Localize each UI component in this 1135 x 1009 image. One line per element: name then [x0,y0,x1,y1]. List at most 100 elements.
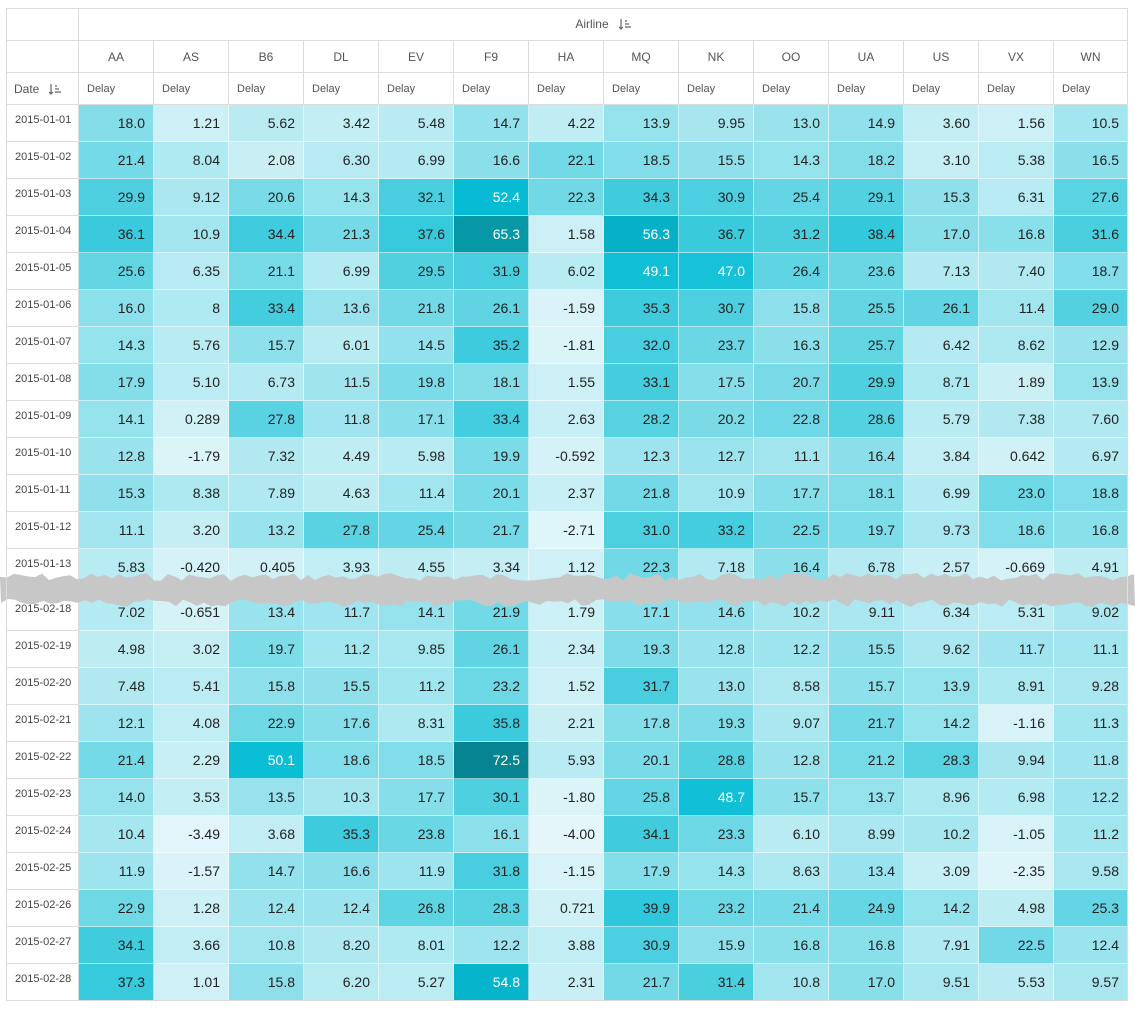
heat-cell: 20.1 [454,475,529,512]
heat-cell: 21.7 [454,512,529,549]
heat-cell: 21.1 [229,253,304,290]
heat-cell: 12.1 [79,705,154,742]
heat-cell: -1.57 [154,853,229,890]
column-header-f9[interactable]: F9 [454,41,529,73]
column-header-vx[interactable]: VX [979,41,1054,73]
heat-cell: 31.2 [754,216,829,253]
heat-cell: 25.8 [604,779,679,816]
column-header-ha[interactable]: HA [529,41,604,73]
heat-cell: 13.9 [604,105,679,142]
heat-cell: 12.3 [604,438,679,475]
heat-cell: 3.88 [529,927,604,964]
heat-cell: 4.98 [979,890,1054,927]
heat-cell: 21.8 [604,475,679,512]
heat-cell: 26.8 [379,890,454,927]
column-header-oo[interactable]: OO [754,41,829,73]
heat-cell: 20.6 [229,179,304,216]
heat-cell: 31.7 [604,668,679,705]
measure-header: Delay [454,73,529,105]
heat-cell: 31.9 [454,253,529,290]
airline-group-label: Airline [575,17,609,31]
heat-cell: 34.4 [229,216,304,253]
heat-cell: 7.40 [979,253,1054,290]
heat-cell: 29.1 [829,179,904,216]
measure-header: Delay [679,73,754,105]
date-cell: 2015-01-07 [6,327,79,364]
heat-cell: 18.6 [979,512,1054,549]
date-cell: 2015-01-02 [6,142,79,179]
heat-cell: 30.1 [454,779,529,816]
heat-cell: 11.1 [79,512,154,549]
heat-cell: -1.79 [154,438,229,475]
heat-cell: 22.3 [529,179,604,216]
heat-cell: 26.1 [904,290,979,327]
column-header-aa[interactable]: AA [79,41,154,73]
date-cell: 2015-01-10 [6,438,79,475]
heat-cell: 37.3 [79,964,154,1001]
heat-cell: 8.71 [904,364,979,401]
heat-cell: 9.73 [904,512,979,549]
heat-cell: 11.2 [379,668,454,705]
heat-cell: 15.9 [679,927,754,964]
heat-cell: 15.5 [829,631,904,668]
heat-cell: 31.8 [454,853,529,890]
heat-cell: 39.9 [604,890,679,927]
heat-cell: 13.0 [679,668,754,705]
heat-cell: 9.07 [754,705,829,742]
column-header-mq[interactable]: MQ [604,41,679,73]
heat-cell: 18.6 [304,742,379,779]
heat-cell: 11.8 [1054,742,1128,779]
column-header-dl[interactable]: DL [304,41,379,73]
heat-cell: 72.5 [454,742,529,779]
heat-cell: 29.5 [379,253,454,290]
sort-icon[interactable] [49,83,62,95]
sort-icon[interactable] [618,18,631,30]
column-header-us[interactable]: US [904,41,979,73]
heat-cell: -2.71 [529,512,604,549]
column-header-b6[interactable]: B6 [229,41,304,73]
heat-cell: 28.8 [679,742,754,779]
heat-cell: 12.4 [229,890,304,927]
heat-cell: 15.8 [229,964,304,1001]
column-header-ua[interactable]: UA [829,41,904,73]
heat-cell: 38.4 [829,216,904,253]
column-header-ev[interactable]: EV [379,41,454,73]
heat-cell: 8.58 [754,668,829,705]
heat-cell: 27.8 [304,512,379,549]
measure-header: Delay [379,73,454,105]
measure-header: Delay [1054,73,1128,105]
column-header-as[interactable]: AS [154,41,229,73]
heat-cell: 22.8 [754,401,829,438]
heat-cell: 1.28 [154,890,229,927]
date-row-header[interactable]: Date [6,73,79,105]
heat-cell: 9.57 [1054,964,1128,1001]
heat-cell: 52.4 [454,179,529,216]
heat-cell: 34.3 [604,179,679,216]
heat-cell: 19.9 [454,438,529,475]
heat-cell: 33.4 [229,290,304,327]
heat-cell: 16.5 [1054,142,1128,179]
heat-cell: 21.7 [829,705,904,742]
column-header-wn[interactable]: WN [1054,41,1128,73]
date-cell: 2015-02-25 [6,853,79,890]
heat-cell: 8.31 [379,705,454,742]
heat-cell: 36.1 [79,216,154,253]
heat-cell: 12.8 [754,742,829,779]
heat-cell: 13.4 [829,853,904,890]
measure-header: Delay [754,73,829,105]
heat-cell: 14.3 [79,327,154,364]
heat-cell: 54.8 [454,964,529,1001]
heat-cell: 14.9 [829,105,904,142]
heat-cell: 25.3 [1054,890,1128,927]
heat-cell: 6.35 [154,253,229,290]
heat-cell: 10.9 [679,475,754,512]
column-header-nk[interactable]: NK [679,41,754,73]
heat-cell: 11.2 [304,631,379,668]
date-cell: 2015-01-11 [6,475,79,512]
heat-cell: 29.0 [1054,290,1128,327]
heat-cell: 3.60 [904,105,979,142]
pivot-heatmap-table: Airline AA AS B6 DL EV F9 HA MQ NK OO UA US VX WN Dat… [6,8,1128,1001]
airline-group-header[interactable]: Airline [79,8,1128,41]
measure-header: Delay [604,73,679,105]
heat-cell: 17.5 [679,364,754,401]
